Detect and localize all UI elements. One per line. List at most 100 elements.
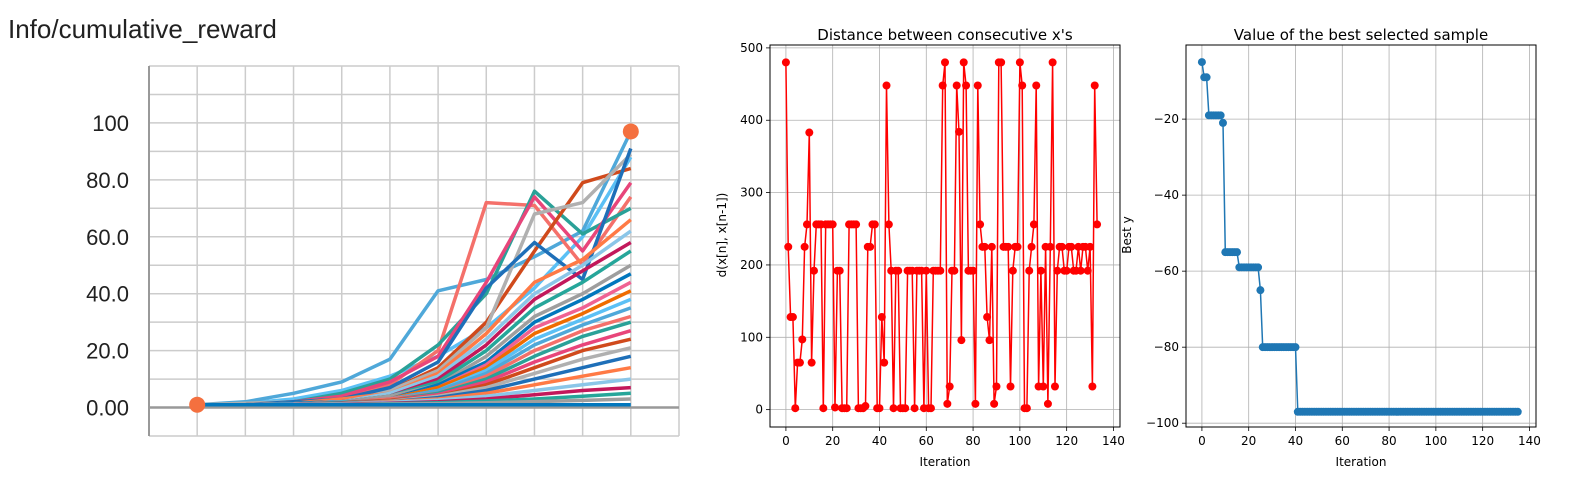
y-tick-label: −80 [1154,340,1179,354]
distance-point [1050,382,1059,391]
x-tick-label: 140 [1518,434,1541,448]
y-tick-label: −40 [1154,188,1179,202]
distance-point [791,404,800,413]
best-point [1254,263,1263,272]
best-point [1202,73,1211,82]
best-line [1201,61,1518,413]
distance-grid [770,45,1120,427]
distance-point [807,358,816,367]
best-point [1218,118,1227,127]
distance-point [866,242,875,251]
distance-point [882,81,891,90]
distance-point [1039,382,1048,391]
distance-y-label: d(x[n], x[n-1]) [715,193,729,278]
distance-point [952,81,961,90]
distance-point [1062,266,1071,275]
best-point [1197,58,1206,67]
distance-point [1043,399,1052,408]
distance-point [1048,58,1057,67]
y-tick-label: 200 [740,258,763,272]
distance-point [870,220,879,229]
distance-series [781,58,1102,413]
distance-point [973,81,982,90]
distance-point [805,128,814,137]
distance-point [1013,242,1022,251]
distance-point [795,358,804,367]
tb-y-tick-label: 80.0 [86,168,129,193]
distance-point [983,313,992,322]
tb-y-tick-label: 20.0 [86,339,129,364]
distance-point [945,382,954,391]
best-point [1291,343,1300,352]
distance-ticks: 0 20 40 60 80 100 120 140 0 100 200 300 400 500 [740,41,1125,448]
tb-y-tick-label: 0.00 [86,396,129,421]
x-tick-label: 80 [965,434,980,448]
best-frame [1185,44,1537,428]
distance-point [784,242,793,251]
distance-point [936,266,945,275]
distance-point [1027,242,1036,251]
distance-point [1006,382,1015,391]
distance-point [985,336,994,345]
best-grid [1186,45,1536,427]
distance-frame [769,44,1121,428]
distance-point [976,220,985,229]
distance-title: Distance between consecutive x's [817,26,1073,44]
tb-end-marker [622,123,639,140]
distance-point [877,313,886,322]
distance-point [781,58,790,67]
distance-point [1046,242,1055,251]
distance-point [997,58,1006,67]
distance-point [1093,220,1102,229]
distance-point [950,266,959,275]
distance-point [969,266,978,275]
distance-point [1057,242,1066,251]
best-chart: Value of the best selected sample 0 20 40 6… [1120,26,1541,469]
distance-point [809,266,818,275]
distance-point [831,403,840,412]
distance-point [852,220,861,229]
x-tick-label: 20 [1241,434,1256,448]
tb-y-tick-label: 100 [92,111,129,136]
distance-point [1067,242,1076,251]
distance-point [1090,81,1099,90]
distance-point [889,404,898,413]
y-tick-label: 100 [740,330,763,344]
best-x-label: Iteration [1336,455,1387,469]
distance-point [819,404,828,413]
x-tick-label: 120 [1055,434,1078,448]
tb-y-tick-label: 40.0 [86,282,129,307]
x-tick-label: 120 [1471,434,1494,448]
x-tick-label: 20 [825,434,840,448]
x-tick-label: 0 [782,434,790,448]
distance-point [1036,266,1045,275]
y-tick-label: −20 [1154,112,1179,126]
distance-point [1083,266,1092,275]
best-title: Value of the best selected sample [1234,26,1488,44]
tensorboard-title: Info/cumulative_reward [8,14,277,44]
distance-point [910,404,919,413]
tensorboard-series [189,123,639,413]
tensorboard-y-ticks: 0.00 20.0 40.0 60.0 80.0 100 [86,111,129,421]
distance-point [990,399,999,408]
distance-point [1022,404,1031,413]
x-tick-label: 140 [1102,434,1125,448]
x-tick-label: 40 [1288,434,1303,448]
y-tick-label: 500 [740,41,763,55]
x-tick-label: 40 [872,434,887,448]
tb-series-line [197,130,633,407]
distance-point [842,404,851,413]
distance-point [962,81,971,90]
best-series [1197,58,1522,416]
distance-point [1018,81,1027,90]
distance-point [1004,242,1013,251]
distance-point [798,335,807,344]
distance-point [1029,220,1038,229]
y-tick-label: 0 [755,403,763,417]
distance-point [901,404,910,413]
distance-point [959,58,968,67]
distance-chart: Distance between consecutive x's 0 20 40 60… [715,26,1125,469]
distance-point [880,358,889,367]
distance-point [828,220,837,229]
